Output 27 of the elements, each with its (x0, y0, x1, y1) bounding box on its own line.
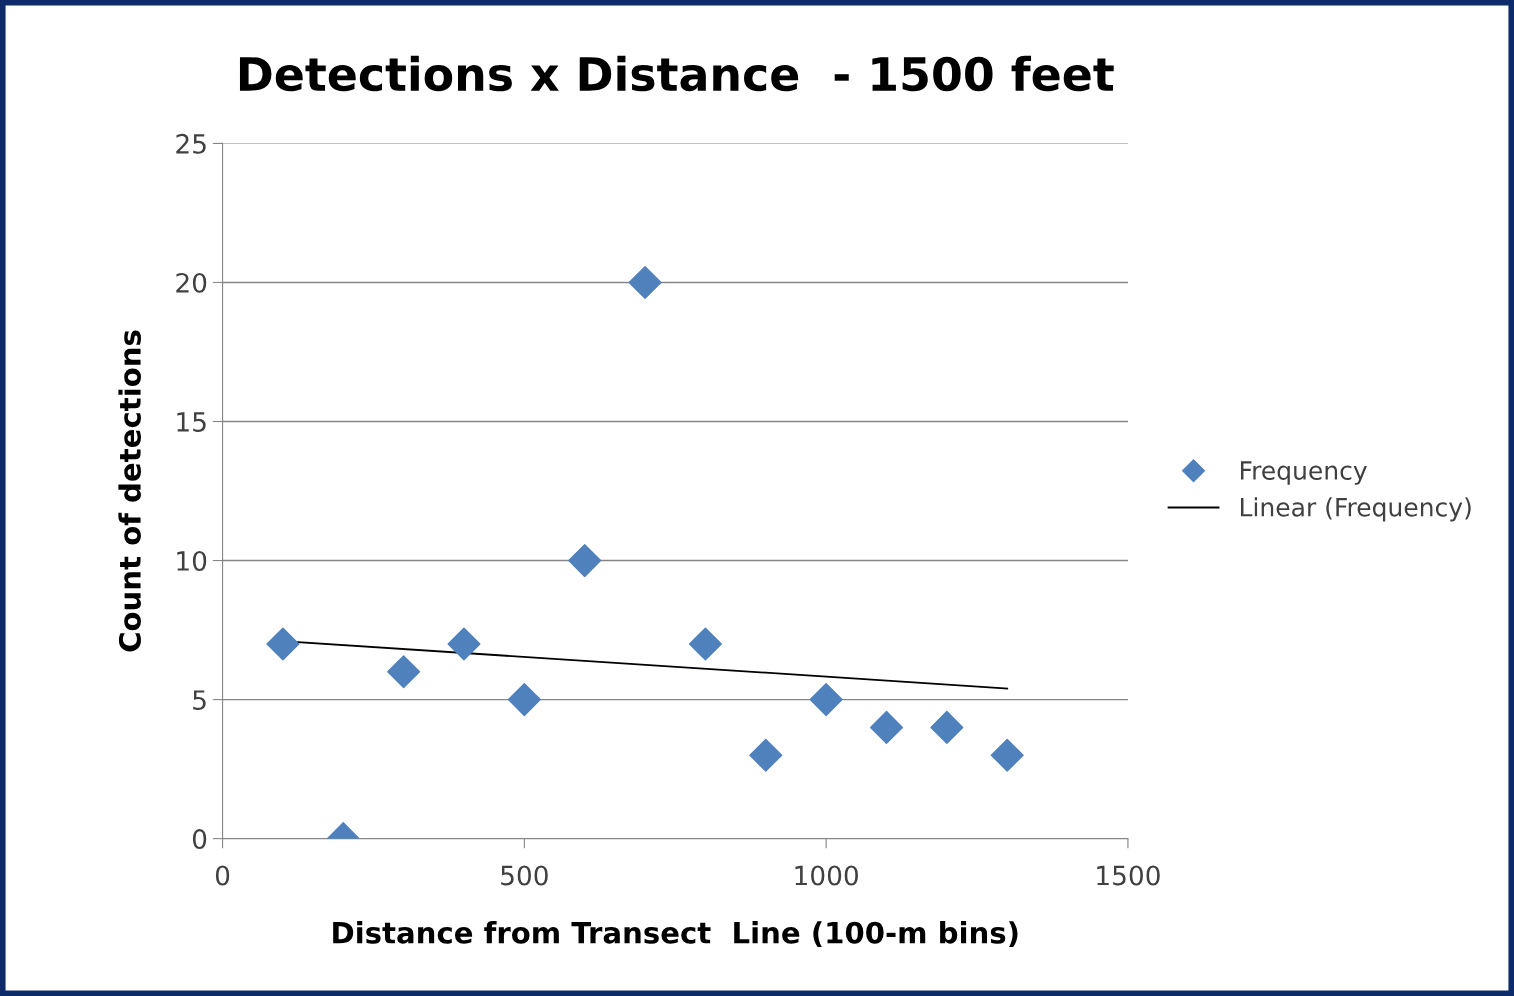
y-tick-label: 0 (192, 829, 207, 850)
x-axis-title: Distance from Transect Line (100-m bins) (333, 921, 1018, 948)
point (507, 683, 541, 717)
point (809, 683, 843, 717)
point (930, 710, 964, 744)
legend-label: Linear (Frequency) (1240, 497, 1471, 522)
x-tick-label: 1500 (1097, 865, 1160, 886)
point (688, 627, 722, 661)
point (447, 627, 481, 661)
point (869, 710, 904, 744)
y-tick-label: 5 (193, 690, 206, 710)
point (749, 738, 783, 772)
point (568, 544, 602, 578)
y-axis-title: Count of detections (118, 330, 141, 652)
x-tick-label: 0 (215, 865, 230, 886)
legend-label: Frequency (1240, 461, 1367, 485)
point (628, 265, 662, 299)
y-tick-label: 15 (177, 412, 206, 432)
y-tick-label: 10 (177, 550, 207, 571)
y-tick-label: 25 (176, 133, 206, 154)
point (266, 627, 300, 661)
chart-title: Detections x Distance - 1500 feet (239, 55, 1114, 92)
y-tick-label: 20 (176, 272, 207, 293)
x-tick-label: 1000 (795, 865, 858, 886)
point (387, 655, 421, 689)
point (990, 738, 1024, 772)
x-tick-label: 500 (501, 865, 548, 886)
